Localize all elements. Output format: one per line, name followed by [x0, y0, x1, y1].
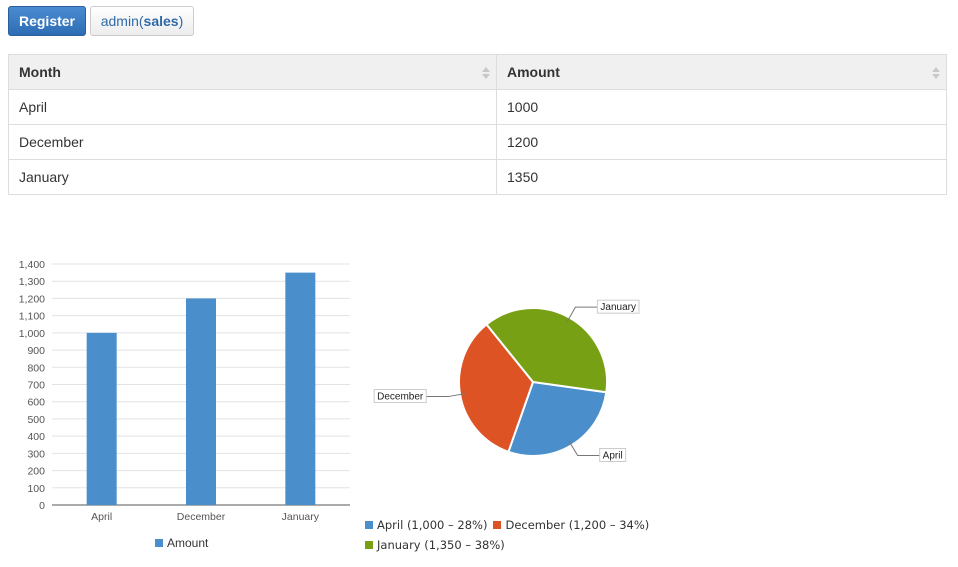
table-header-row: Month Amount — [8, 54, 947, 90]
y-tick-label: 1,300 — [19, 276, 45, 288]
leader-line — [568, 440, 600, 456]
bar-december[interactable] — [186, 298, 216, 505]
callout-december: December — [373, 389, 427, 404]
cell-month: January — [8, 159, 497, 195]
column-header-label: Amount — [507, 64, 560, 80]
y-tick-label: 400 — [27, 431, 45, 443]
leader-line — [426, 393, 466, 398]
y-tick-label: 500 — [27, 414, 45, 426]
callout-january: January — [596, 299, 640, 314]
bar-april[interactable] — [86, 332, 117, 505]
table-row[interactable]: January 1350 — [8, 159, 947, 195]
y-tick-label: 100 — [27, 483, 45, 495]
y-tick-label: 900 — [27, 345, 45, 357]
bar-chart-legend: Amount — [155, 535, 208, 551]
table-row[interactable]: December 1200 — [8, 124, 947, 160]
y-tick-label: 1,400 — [19, 259, 45, 271]
callout-label: April — [603, 450, 623, 461]
y-tick-label: 1,000 — [19, 328, 45, 340]
callout-box — [599, 447, 627, 462]
callout-box — [373, 389, 427, 404]
legend-swatch — [365, 521, 373, 529]
callout-april: April — [599, 447, 627, 462]
y-tick-label: 200 — [27, 466, 45, 478]
user-name: admin — [100, 13, 139, 29]
legend-swatch — [155, 539, 163, 547]
legend-item-april: April (1,000 – 28%) — [365, 515, 487, 535]
legend-label: April (1,000 – 28%) — [377, 518, 488, 532]
legend-label: January (1,350 – 38%) — [377, 538, 505, 552]
legend-item-december: December (1,200 – 34%) — [493, 515, 649, 535]
bar-chart: 0 100 200 300 400 500 600 700 800 900 1,000 1,100 1,… — [19, 259, 350, 523]
y-tick-label: 300 — [27, 448, 45, 460]
y-tick-label: 700 — [27, 380, 45, 392]
leader-line — [566, 306, 598, 323]
pie-chart-legend: April (1,000 – 28%) December (1,200 – 34%… — [365, 515, 685, 555]
callout-box — [596, 299, 640, 314]
cell-amount: 1000 — [496, 89, 947, 125]
sales-table: Month Amount April 1000 December 1200 Ja… — [8, 54, 947, 195]
y-tick-label: 800 — [27, 362, 45, 374]
legend-swatch — [493, 521, 502, 529]
user-role: sales — [143, 13, 179, 29]
legend-label: December (1,200 – 34%) — [505, 518, 650, 532]
y-tick-label: 0 — [39, 500, 45, 512]
column-header-month[interactable]: Month — [8, 54, 497, 90]
table-row[interactable]: April 1000 — [8, 89, 947, 125]
x-tick-label: December — [177, 511, 226, 523]
column-header-label: Month — [19, 64, 61, 80]
sort-icon[interactable] — [932, 66, 940, 80]
legend-label-amount: Amount — [167, 536, 209, 550]
sort-icon[interactable] — [482, 66, 490, 80]
cell-month: December — [8, 124, 497, 160]
legend-item-january: January (1,350 – 38%) — [365, 535, 505, 555]
callout-label: January — [600, 302, 636, 313]
y-tick-label: 1,100 — [19, 311, 45, 323]
x-tick-label: April — [91, 511, 112, 523]
y-tick-label: 1,200 — [19, 293, 45, 305]
pie-chart: April December January — [373, 299, 640, 462]
register-button[interactable]: Register — [8, 6, 86, 36]
callout-label: December — [377, 392, 424, 403]
cell-month: April — [8, 89, 497, 125]
cell-amount: 1200 — [496, 124, 947, 160]
column-header-amount[interactable]: Amount — [496, 54, 947, 90]
legend-swatch — [365, 541, 373, 549]
cell-amount: 1350 — [496, 159, 947, 195]
user-menu-button[interactable]: admin(sales) — [90, 6, 194, 36]
y-tick-label: 600 — [27, 397, 45, 409]
x-tick-label: January — [282, 511, 320, 523]
bar-january[interactable] — [285, 272, 316, 505]
